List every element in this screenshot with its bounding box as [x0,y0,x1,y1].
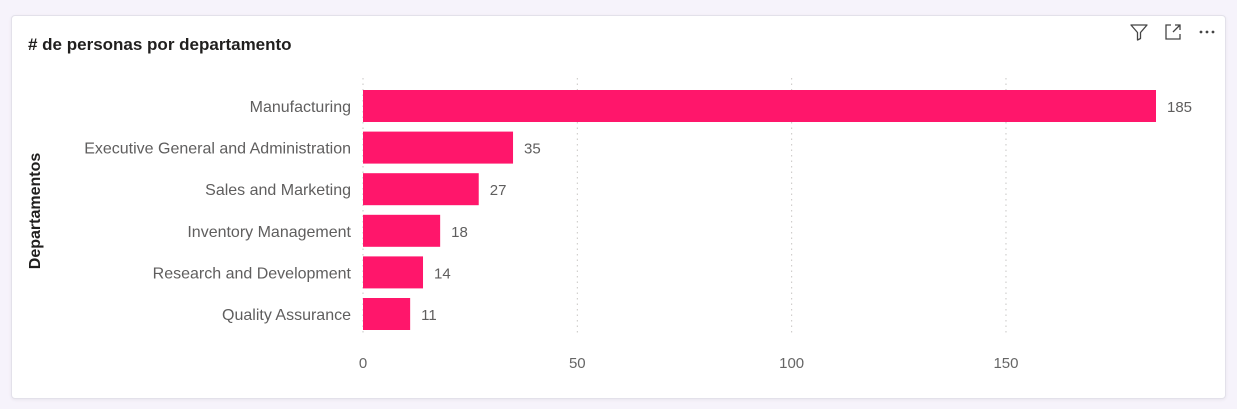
data-label: 18 [451,224,468,241]
data-label: 11 [421,307,437,324]
bar[interactable] [363,214,441,247]
visual-header-toolbar [1127,20,1219,44]
data-label: 185 [1167,99,1192,116]
data-label: 35 [524,141,541,158]
chart-plot-area: 0 50 100 150 Manufacturing 185 Executive Gener… [27,78,1192,372]
x-tick-label: 50 [569,355,586,372]
x-tick-label: 100 [779,355,804,372]
focus-mode-icon [1165,24,1181,40]
category-label: Inventory Management [187,224,351,241]
category-label: Research and Development [153,265,352,282]
category-label: Sales and Marketing [205,182,351,199]
data-label: 27 [490,182,507,199]
y-axis-title: Departamentos [27,153,44,270]
more-options-icon [1199,30,1215,34]
x-tick-label: 0 [359,355,367,372]
category-label: Manufacturing [250,99,351,116]
bar[interactable] [363,90,1156,122]
more-options-button[interactable] [1195,20,1219,44]
chart-title: # de personas por departamento [28,35,292,54]
x-tick-label: 150 [993,355,1018,372]
bar[interactable] [363,256,424,289]
bar[interactable] [363,131,514,164]
filter-button[interactable] [1127,20,1151,44]
bar[interactable] [363,173,479,206]
data-label: 14 [434,265,451,282]
category-label: Executive General and Administration [84,141,351,158]
category-label: Quality Assurance [222,307,351,324]
focus-mode-button[interactable] [1161,20,1185,44]
filter-icon [1130,24,1148,41]
bar-chart-visual: # de personas por departamento 0 50 100 150… [11,15,1226,399]
bar[interactable] [363,298,411,330]
